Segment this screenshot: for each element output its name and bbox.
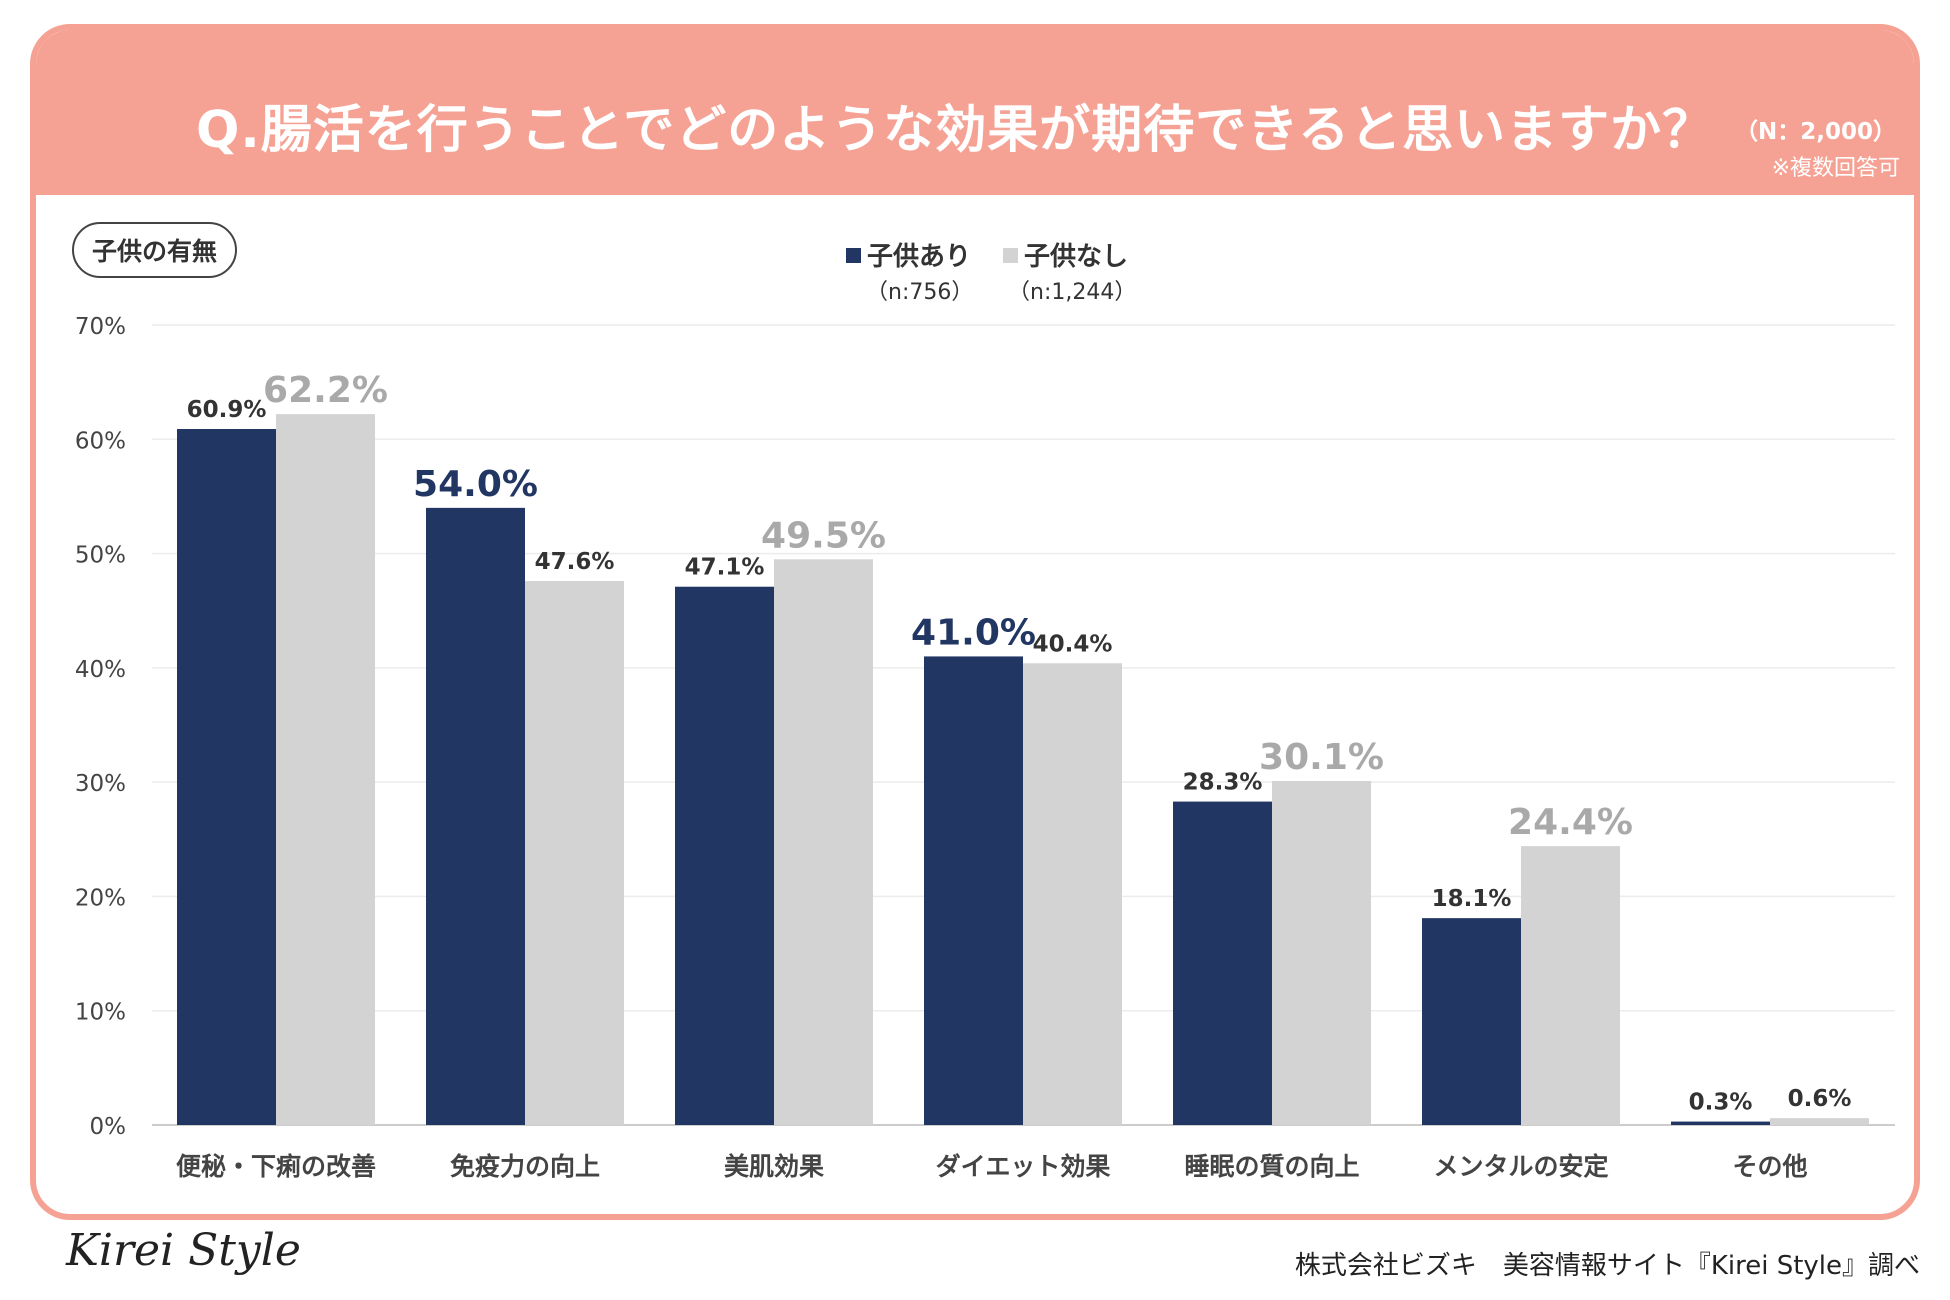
bar-with-children: [924, 656, 1023, 1125]
data-label-with-children: 54.0%: [413, 464, 538, 505]
data-label-without-children: 62.2%: [263, 370, 388, 411]
x-category-label: ダイエット効果: [936, 1152, 1111, 1181]
brand-logo: Kirei Style: [66, 1225, 301, 1276]
data-label-without-children: 24.4%: [1508, 802, 1633, 843]
legend-swatch-gray: [1003, 248, 1018, 263]
y-tick-label: 30%: [75, 771, 126, 797]
legend-swatch-navy: [846, 248, 861, 263]
multiple-answer-note: ※複数回答可: [1771, 156, 1900, 181]
x-category-label: 便秘・下痢の改善: [176, 1152, 376, 1181]
legend-sub-without-children: （n:1,244）: [1008, 280, 1137, 305]
bar-with-children: [675, 586, 774, 1125]
bar-with-children: [426, 507, 525, 1125]
chart-title: Q.腸活を行うことでどのような効果が期待できると思いますか？: [196, 101, 1715, 160]
y-tick-label: 20%: [75, 885, 126, 911]
x-category-label: 美肌効果: [724, 1152, 824, 1181]
bar-without-children: [774, 559, 873, 1125]
bar-with-children: [1173, 801, 1272, 1125]
title-banner: Q.腸活を行うことでどのような効果が期待できると思いますか？ （N：2,000）…: [36, 30, 1914, 195]
x-category-label: その他: [1732, 1152, 1807, 1181]
segment-badge: 子供の有無: [72, 222, 238, 278]
data-label-with-children: 41.0%: [911, 612, 1036, 653]
y-tick-label: 0%: [90, 1114, 127, 1140]
x-category-label: メンタルの安定: [1433, 1152, 1608, 1181]
data-label-with-children: 47.1%: [685, 555, 765, 581]
y-tick-label: 50%: [75, 543, 126, 569]
legend-sub-with-children: （n:756）: [866, 280, 974, 305]
legend-label: 子供なし: [1024, 242, 1129, 272]
legend-label: 子供あり: [867, 242, 972, 272]
data-label-without-children: 49.5%: [761, 515, 886, 556]
data-label-without-children: 30.1%: [1259, 737, 1384, 778]
y-tick-label: 40%: [75, 657, 126, 683]
bar-without-children: [525, 581, 624, 1125]
y-tick-label: 70%: [75, 314, 126, 340]
bar-without-children: [1521, 846, 1620, 1125]
bar-with-children: [1671, 1121, 1770, 1125]
bar-without-children: [1770, 1118, 1869, 1125]
bar-with-children: [1422, 918, 1521, 1125]
data-label-without-children: 0.6%: [1788, 1086, 1852, 1112]
legend-item-with-children: 子供あり: [846, 236, 971, 273]
legend-item-without-children: 子供なし: [1003, 236, 1128, 273]
y-tick-label: 60%: [75, 428, 126, 454]
x-category-label: 睡眠の質の向上: [1184, 1152, 1359, 1181]
survey-credit: 株式会社ビズキ 美容情報サイト『Kirei Style』調べ: [1294, 1251, 1920, 1281]
data-label-with-children: 28.3%: [1183, 770, 1263, 796]
bar-without-children: [276, 414, 375, 1126]
data-label-without-children: 47.6%: [535, 549, 615, 575]
data-label-with-children: 18.1%: [1432, 886, 1512, 912]
data-label-without-children: 40.4%: [1033, 631, 1113, 657]
x-category-label: 免疫力の向上: [450, 1152, 600, 1181]
bar-without-children: [1272, 781, 1371, 1125]
data-label-with-children: 60.9%: [187, 397, 267, 423]
y-tick-label: 10%: [75, 1000, 126, 1026]
bar-with-children: [177, 429, 276, 1125]
sample-size: （N：2,000）: [1735, 119, 1896, 145]
bar-without-children: [1023, 663, 1122, 1125]
data-label-with-children: 0.3%: [1689, 1090, 1753, 1116]
